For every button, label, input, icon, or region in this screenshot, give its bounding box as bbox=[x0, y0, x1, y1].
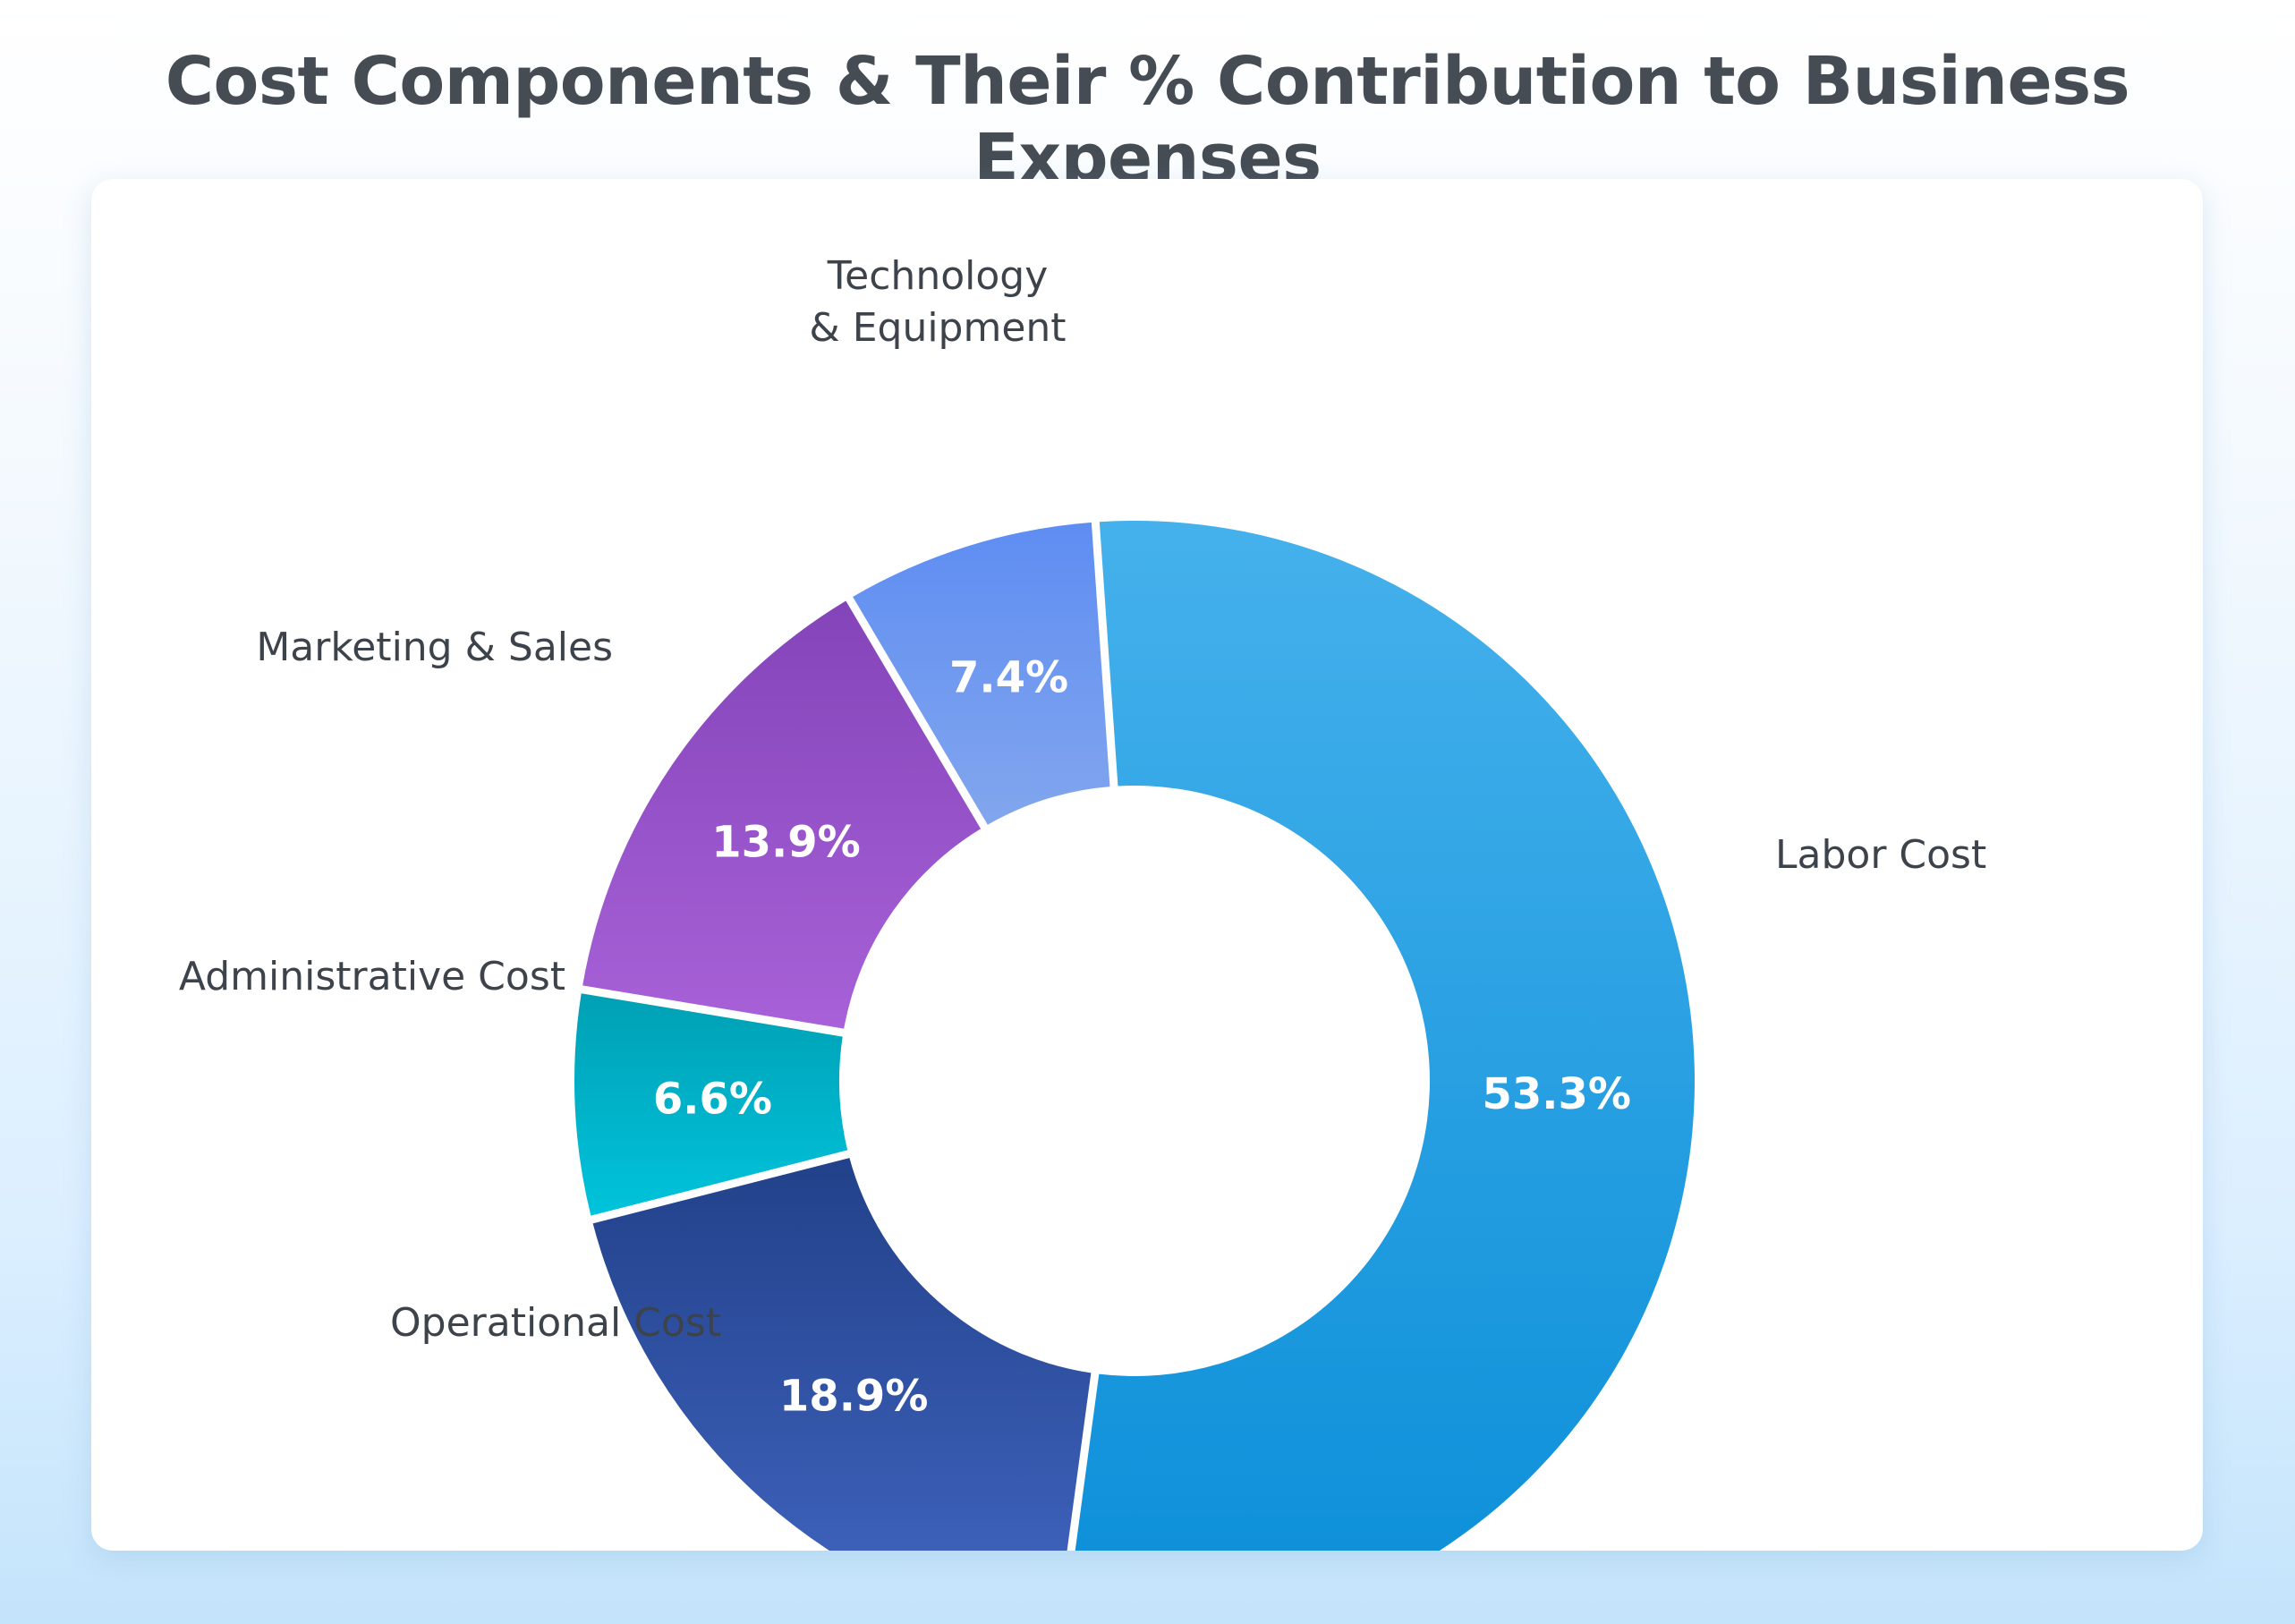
category-label-line: & Equipment bbox=[809, 305, 1066, 351]
chart-card: 53.3% 18.9% 6.6% 13.9% 7.4% Labor Cost Operat… bbox=[91, 179, 2203, 1551]
slice-technology-equipment bbox=[853, 522, 1110, 825]
slice-marketing-sales bbox=[582, 600, 982, 1029]
slice-labor-cost bbox=[1075, 521, 1695, 1551]
value-label-operational-cost: 18.9% bbox=[779, 1372, 929, 1422]
value-label-administrative-cost: 6.6% bbox=[653, 1074, 772, 1124]
slice-administrative-cost bbox=[574, 993, 848, 1216]
chart-title: Cost Components & Their % Contribution t… bbox=[165, 43, 2130, 197]
donut-chart: 53.3% 18.9% 6.6% 13.9% 7.4% Labor Cost Operat… bbox=[179, 253, 1986, 1551]
value-label-technology-equipment: 7.4% bbox=[949, 652, 1068, 702]
value-label-marketing-sales: 13.9% bbox=[711, 817, 861, 867]
slice-operational-cost bbox=[592, 1158, 1092, 1551]
category-label-operational-cost: Operational Cost bbox=[390, 1300, 721, 1346]
category-label-marketing-sales: Marketing & Sales bbox=[256, 625, 613, 670]
category-label-administrative-cost: Administrative Cost bbox=[179, 954, 565, 999]
value-label-labor-cost: 53.3% bbox=[1482, 1069, 1631, 1119]
category-label-labor-cost: Labor Cost bbox=[1775, 832, 1986, 878]
category-label-technology-equipment: Technology & Equipment bbox=[809, 253, 1066, 351]
category-label-line: Technology bbox=[827, 253, 1048, 299]
